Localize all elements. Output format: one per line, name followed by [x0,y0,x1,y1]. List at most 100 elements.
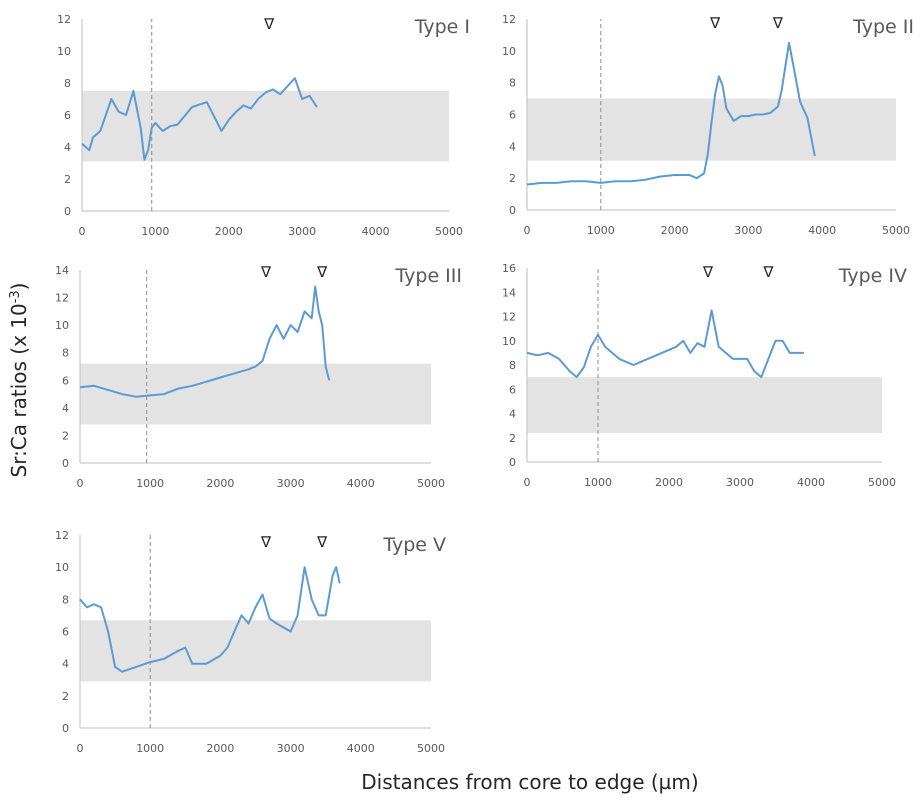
x-tick-label: 1000 [584,476,612,489]
triangle-marker: ∇ [762,263,774,281]
x-axis-label: Distances from core to edge (µm) [361,770,698,794]
y-tick-label: 10 [502,45,516,58]
y-tick-label: 10 [57,45,71,58]
y-tick-label: 4 [62,658,69,671]
x-tick-label: 3000 [734,224,762,237]
reference-band [527,377,882,433]
series-line [526,41,816,186]
panel-type-v: Type V 0 2 4 6 8 10 12 0 1000 2000 3000 4000 5000 ∇ ∇ [55,529,446,755]
y-tick-label: 6 [509,109,516,122]
y-tick-label: 12 [55,529,69,542]
y-tick-label: 8 [62,347,69,360]
x-tick-label: 5000 [417,477,445,490]
panel-title: Type V [382,534,446,556]
series-line [79,566,341,673]
y-tick-label: 4 [64,141,71,154]
x-tick-label: 5000 [882,224,910,237]
y-tick-label: 14 [55,264,69,277]
y-tick-label: 4 [509,140,516,153]
y-tick-label: 4 [62,402,69,415]
y-tick-label: 8 [509,77,516,90]
panel-title: Type IV [838,265,907,287]
x-tick-label: 2000 [206,477,234,490]
reference-band [80,620,431,682]
x-tick-label: 4000 [347,477,375,490]
x-tick-label: 3000 [277,477,305,490]
x-tick-label: 5000 [868,476,896,489]
x-tick-label: 0 [524,224,531,237]
y-tick-label: 10 [55,319,69,332]
y-axis-label-superscript: -3 [8,290,23,303]
panel-type-i: Type I 0 2 4 6 8 10 12 0 1000 2000 3000 4000 5000 ∇ [57,13,470,238]
panel-title: Type III [395,265,463,287]
panel-type-iii: Type III 0 2 4 6 8 10 12 14 0 1000 2000 3000 4000 500… [55,263,462,490]
x-tick-label: 3000 [277,742,305,755]
y-tick-label: 0 [62,722,69,735]
panel-type-iv: Type IV 0 2 4 6 8 10 12 14 16 0 1000 2000 3000 4000 50… [502,262,907,489]
y-tick-label: 12 [55,292,69,305]
x-tick-label: 3000 [726,476,754,489]
y-tick-label: 8 [64,77,71,90]
panel-title: Type I [414,16,470,38]
triangle-marker: ∇ [316,533,328,551]
series-line [81,77,318,161]
x-tick-label: 2000 [206,742,234,755]
triangle-marker: ∇ [260,533,272,551]
y-tick-label: 0 [509,204,516,217]
triangle-marker: ∇ [709,14,721,32]
y-tick-label: 12 [502,13,516,26]
y-tick-label: 12 [57,13,71,26]
series-line [526,309,804,379]
y-tick-label: 8 [62,593,69,606]
y-tick-label: 6 [509,383,516,396]
x-tick-label: 1000 [136,742,164,755]
x-tick-label: 1000 [136,477,164,490]
x-tick-label: 0 [77,477,84,490]
x-tick-label: 5000 [435,225,463,238]
y-axis-label-close: ) [7,283,31,291]
triangle-marker: ∇ [260,263,272,281]
y-tick-label: 6 [62,626,69,639]
y-axis-label-main: Sr:Ca ratios (x 10 [7,303,31,477]
triangle-marker: ∇ [263,15,275,33]
triangle-marker: ∇ [702,263,714,281]
panel-type-ii: Type II 0 2 4 6 8 10 12 0 1000 2000 3000 4000 5000 ∇ ∇ [502,13,914,237]
y-tick-label: 2 [509,172,516,185]
y-tick-label: 12 [502,311,516,324]
x-tick-label: 2000 [215,225,243,238]
x-tick-label: 2000 [661,224,689,237]
y-tick-label: 6 [62,374,69,387]
y-tick-label: 10 [502,335,516,348]
x-tick-label: 2000 [655,476,683,489]
y-tick-label: 2 [64,173,71,186]
x-tick-label: 3000 [288,225,316,238]
y-tick-label: 14 [502,286,516,299]
x-tick-label: 0 [79,225,86,238]
y-axis-label: Sr:Ca ratios (x 10-3) [7,283,31,478]
y-tick-label: 0 [62,457,69,470]
x-tick-label: 4000 [808,224,836,237]
x-tick-label: 5000 [417,742,445,755]
x-tick-label: 1000 [587,224,615,237]
y-tick-label: 2 [62,690,69,703]
y-tick-label: 10 [55,561,69,574]
panel-title: Type II [852,16,914,38]
x-tick-label: 4000 [797,476,825,489]
y-tick-label: 16 [502,262,516,275]
y-tick-label: 0 [64,205,71,218]
y-tick-label: 8 [509,359,516,372]
triangle-marker: ∇ [316,263,328,281]
triangle-marker: ∇ [772,14,784,32]
y-tick-label: 0 [509,456,516,469]
x-tick-label: 1000 [141,225,169,238]
x-tick-label: 0 [77,742,84,755]
y-tick-label: 4 [509,408,516,421]
y-tick-label: 2 [62,429,69,442]
x-tick-label: 0 [524,476,531,489]
y-tick-label: 2 [509,432,516,445]
reference-band [80,363,431,425]
series-line [79,285,331,398]
x-tick-label: 4000 [362,225,390,238]
y-tick-label: 6 [64,109,71,122]
